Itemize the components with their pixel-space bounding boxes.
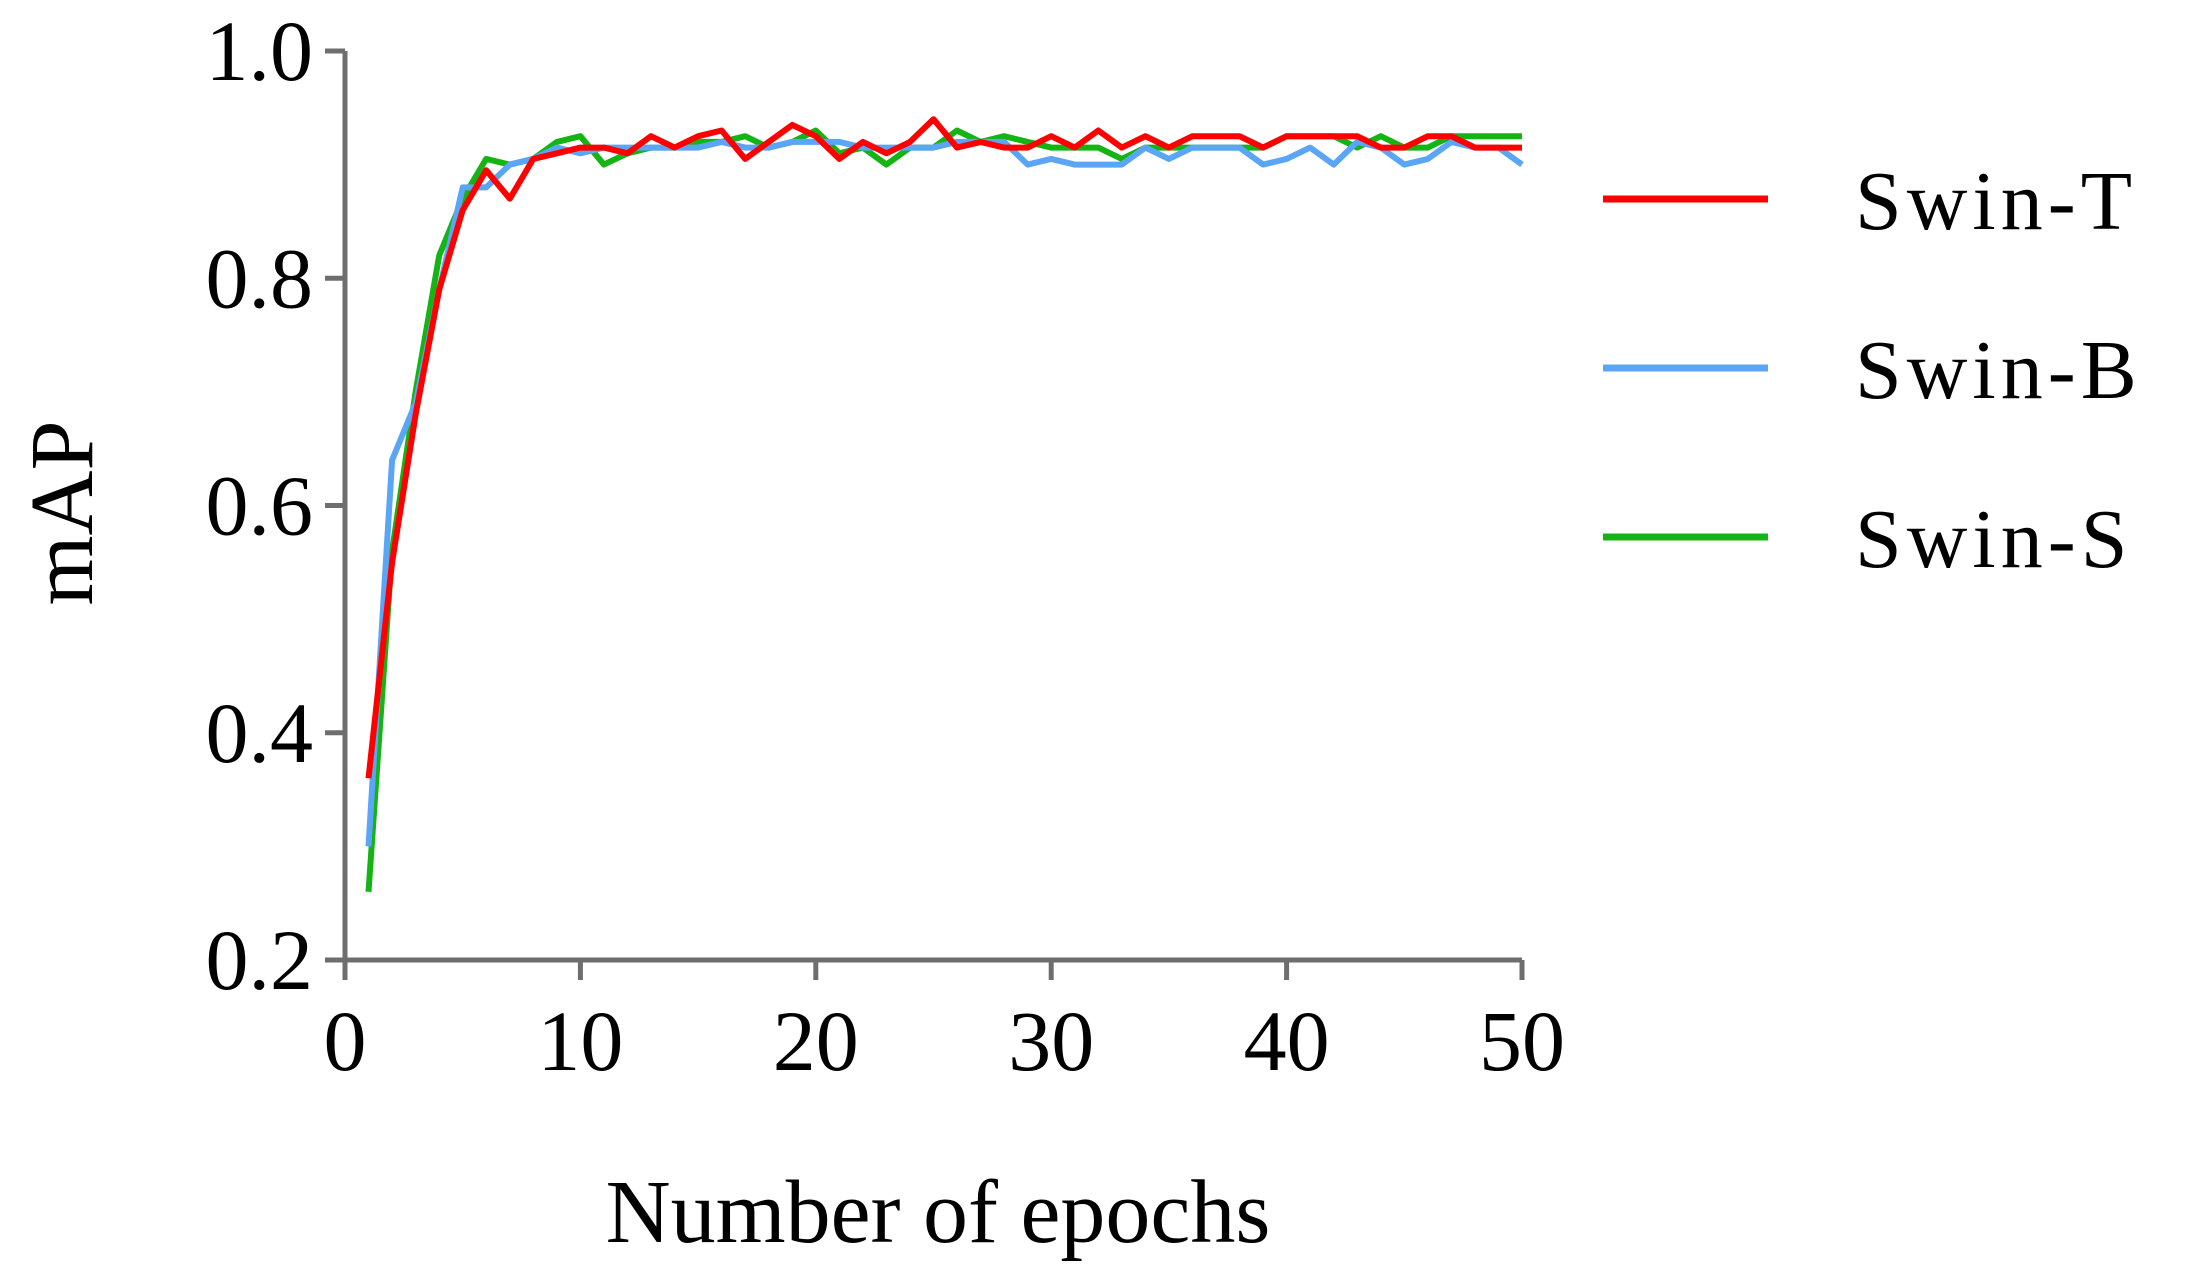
y-tick-label: 1.0 (206, 3, 314, 99)
y-axis-title: mAP (13, 420, 112, 605)
axes: 0.2 0.4 0.6 0.8 1.0 0 10 20 30 40 50 (206, 3, 1566, 1089)
y-tick-label: 0.6 (206, 458, 314, 554)
y-tick-label: 0.2 (206, 912, 314, 1008)
x-tick-label: 30 (1008, 993, 1094, 1089)
y-tick-label: 0.4 (206, 685, 314, 781)
y-tick-label: 0.8 (206, 230, 314, 326)
x-tick-label: 40 (1244, 993, 1330, 1089)
x-tick-label: 20 (773, 993, 859, 1089)
x-tick-label: 0 (324, 993, 367, 1089)
legend-label-swin-s: Swin-S (1855, 493, 2132, 586)
x-tick-label: 50 (1479, 993, 1565, 1089)
series-lines (365, 116, 1524, 893)
series-line-swin-s (365, 127, 1522, 893)
legend-label-swin-t: Swin-T (1855, 155, 2137, 248)
legend: Swin-T Swin-B Swin-S (1603, 155, 2142, 586)
x-tick-label: 10 (537, 993, 623, 1089)
x-axis-title: Number of epochs (606, 1163, 1271, 1262)
series-line-swin-b (365, 138, 1524, 847)
series-line-swin-t (365, 116, 1522, 779)
legend-label-swin-b: Swin-B (1855, 324, 2142, 417)
